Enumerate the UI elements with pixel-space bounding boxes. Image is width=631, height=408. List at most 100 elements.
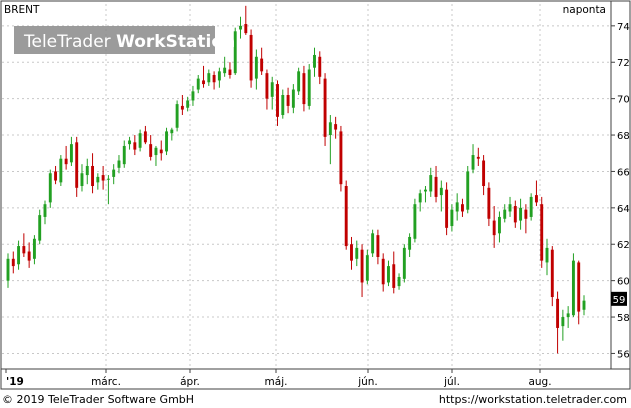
candle-body	[376, 235, 380, 257]
candle	[106, 175, 110, 205]
x-tick-label: jún.	[357, 376, 378, 388]
candle	[387, 260, 390, 287]
candle	[254, 49, 258, 90]
candle-body	[540, 204, 544, 261]
candle-body	[91, 165, 95, 186]
candle	[170, 127, 174, 141]
candle	[91, 153, 95, 194]
candle	[75, 136, 79, 197]
candle-body	[439, 187, 443, 196]
candle-body	[69, 144, 73, 163]
candle-body	[534, 195, 538, 203]
candle-body	[32, 238, 36, 259]
candle-body	[497, 216, 501, 234]
last-price-marker: 59	[611, 291, 627, 306]
candle-body	[22, 246, 26, 254]
candle	[270, 76, 274, 110]
candle	[32, 235, 36, 265]
candle-body	[313, 54, 316, 68]
candle	[455, 193, 459, 221]
candle-body	[550, 249, 554, 298]
candle	[445, 182, 449, 236]
y-tick-label: 68	[617, 131, 630, 142]
candle-body	[434, 176, 438, 197]
candle	[434, 165, 438, 203]
candle	[165, 127, 168, 156]
candle-body	[297, 71, 301, 92]
y-tick-label: 70	[617, 95, 630, 106]
candle	[48, 169, 52, 208]
candle-body	[519, 207, 523, 221]
candle-body	[556, 298, 560, 328]
candle	[64, 145, 68, 170]
candle-body	[249, 34, 253, 81]
last-price-label: 59	[613, 295, 626, 306]
candle	[196, 74, 200, 94]
candle	[228, 62, 232, 79]
candle-body	[471, 155, 475, 170]
candle	[371, 229, 375, 257]
candle	[276, 80, 279, 126]
candle	[550, 246, 554, 307]
candle-body	[487, 187, 491, 219]
brand-plain-text: TeleTrader	[23, 32, 116, 52]
y-tick-label: 62	[617, 240, 630, 251]
candle	[6, 253, 10, 288]
candle	[22, 233, 26, 257]
candle-body	[461, 204, 464, 212]
candle-body	[43, 204, 47, 217]
candle	[159, 140, 163, 161]
y-tick-label: 74	[617, 22, 630, 33]
candle-body	[418, 193, 422, 203]
candle-body	[143, 131, 147, 143]
candle-body	[455, 202, 459, 212]
candle	[186, 96, 190, 112]
candle-body	[48, 173, 52, 203]
candle-body	[228, 69, 232, 75]
candle-body	[17, 246, 21, 265]
candle	[154, 145, 158, 166]
candle	[54, 165, 58, 185]
x-tick-label: aug.	[528, 376, 551, 388]
candle	[27, 242, 31, 268]
x-tick-label: máj.	[265, 376, 288, 388]
candle-body	[265, 73, 269, 99]
candle	[313, 47, 316, 77]
candle-body	[212, 74, 216, 83]
candle	[355, 240, 359, 267]
y-tick-label: 64	[617, 204, 630, 215]
candle	[413, 198, 417, 243]
candle	[212, 71, 216, 90]
candle-body	[191, 91, 195, 101]
source-url[interactable]: https://workstation.teletrader.com	[439, 393, 627, 406]
candle	[540, 196, 544, 268]
copyright-text: © 2019 TeleTrader Software GmbH	[2, 393, 194, 406]
candle	[476, 147, 480, 166]
candle-body	[429, 175, 433, 192]
candle-body	[582, 300, 586, 310]
candle	[286, 87, 290, 114]
candle-body	[566, 313, 570, 318]
candle	[439, 180, 443, 212]
candle-body	[513, 206, 517, 223]
candle	[328, 115, 332, 165]
x-tick-label: ápr.	[180, 376, 200, 388]
candle-body	[64, 158, 68, 165]
candle-body	[38, 215, 42, 241]
candle-body	[318, 56, 322, 77]
candle	[323, 73, 327, 146]
candle	[418, 189, 422, 212]
brand-logo: TeleTrader WorkStation	[14, 26, 235, 54]
candle	[513, 200, 517, 228]
candle	[556, 291, 560, 354]
candle	[249, 29, 253, 88]
candle-body	[180, 105, 184, 110]
time-axis[interactable]	[0, 368, 631, 390]
candle	[138, 129, 142, 152]
candle	[350, 236, 353, 270]
candle-body	[186, 100, 190, 108]
interval-label[interactable]: naponta	[563, 4, 606, 16]
candle	[461, 198, 464, 217]
candle	[482, 155, 486, 196]
